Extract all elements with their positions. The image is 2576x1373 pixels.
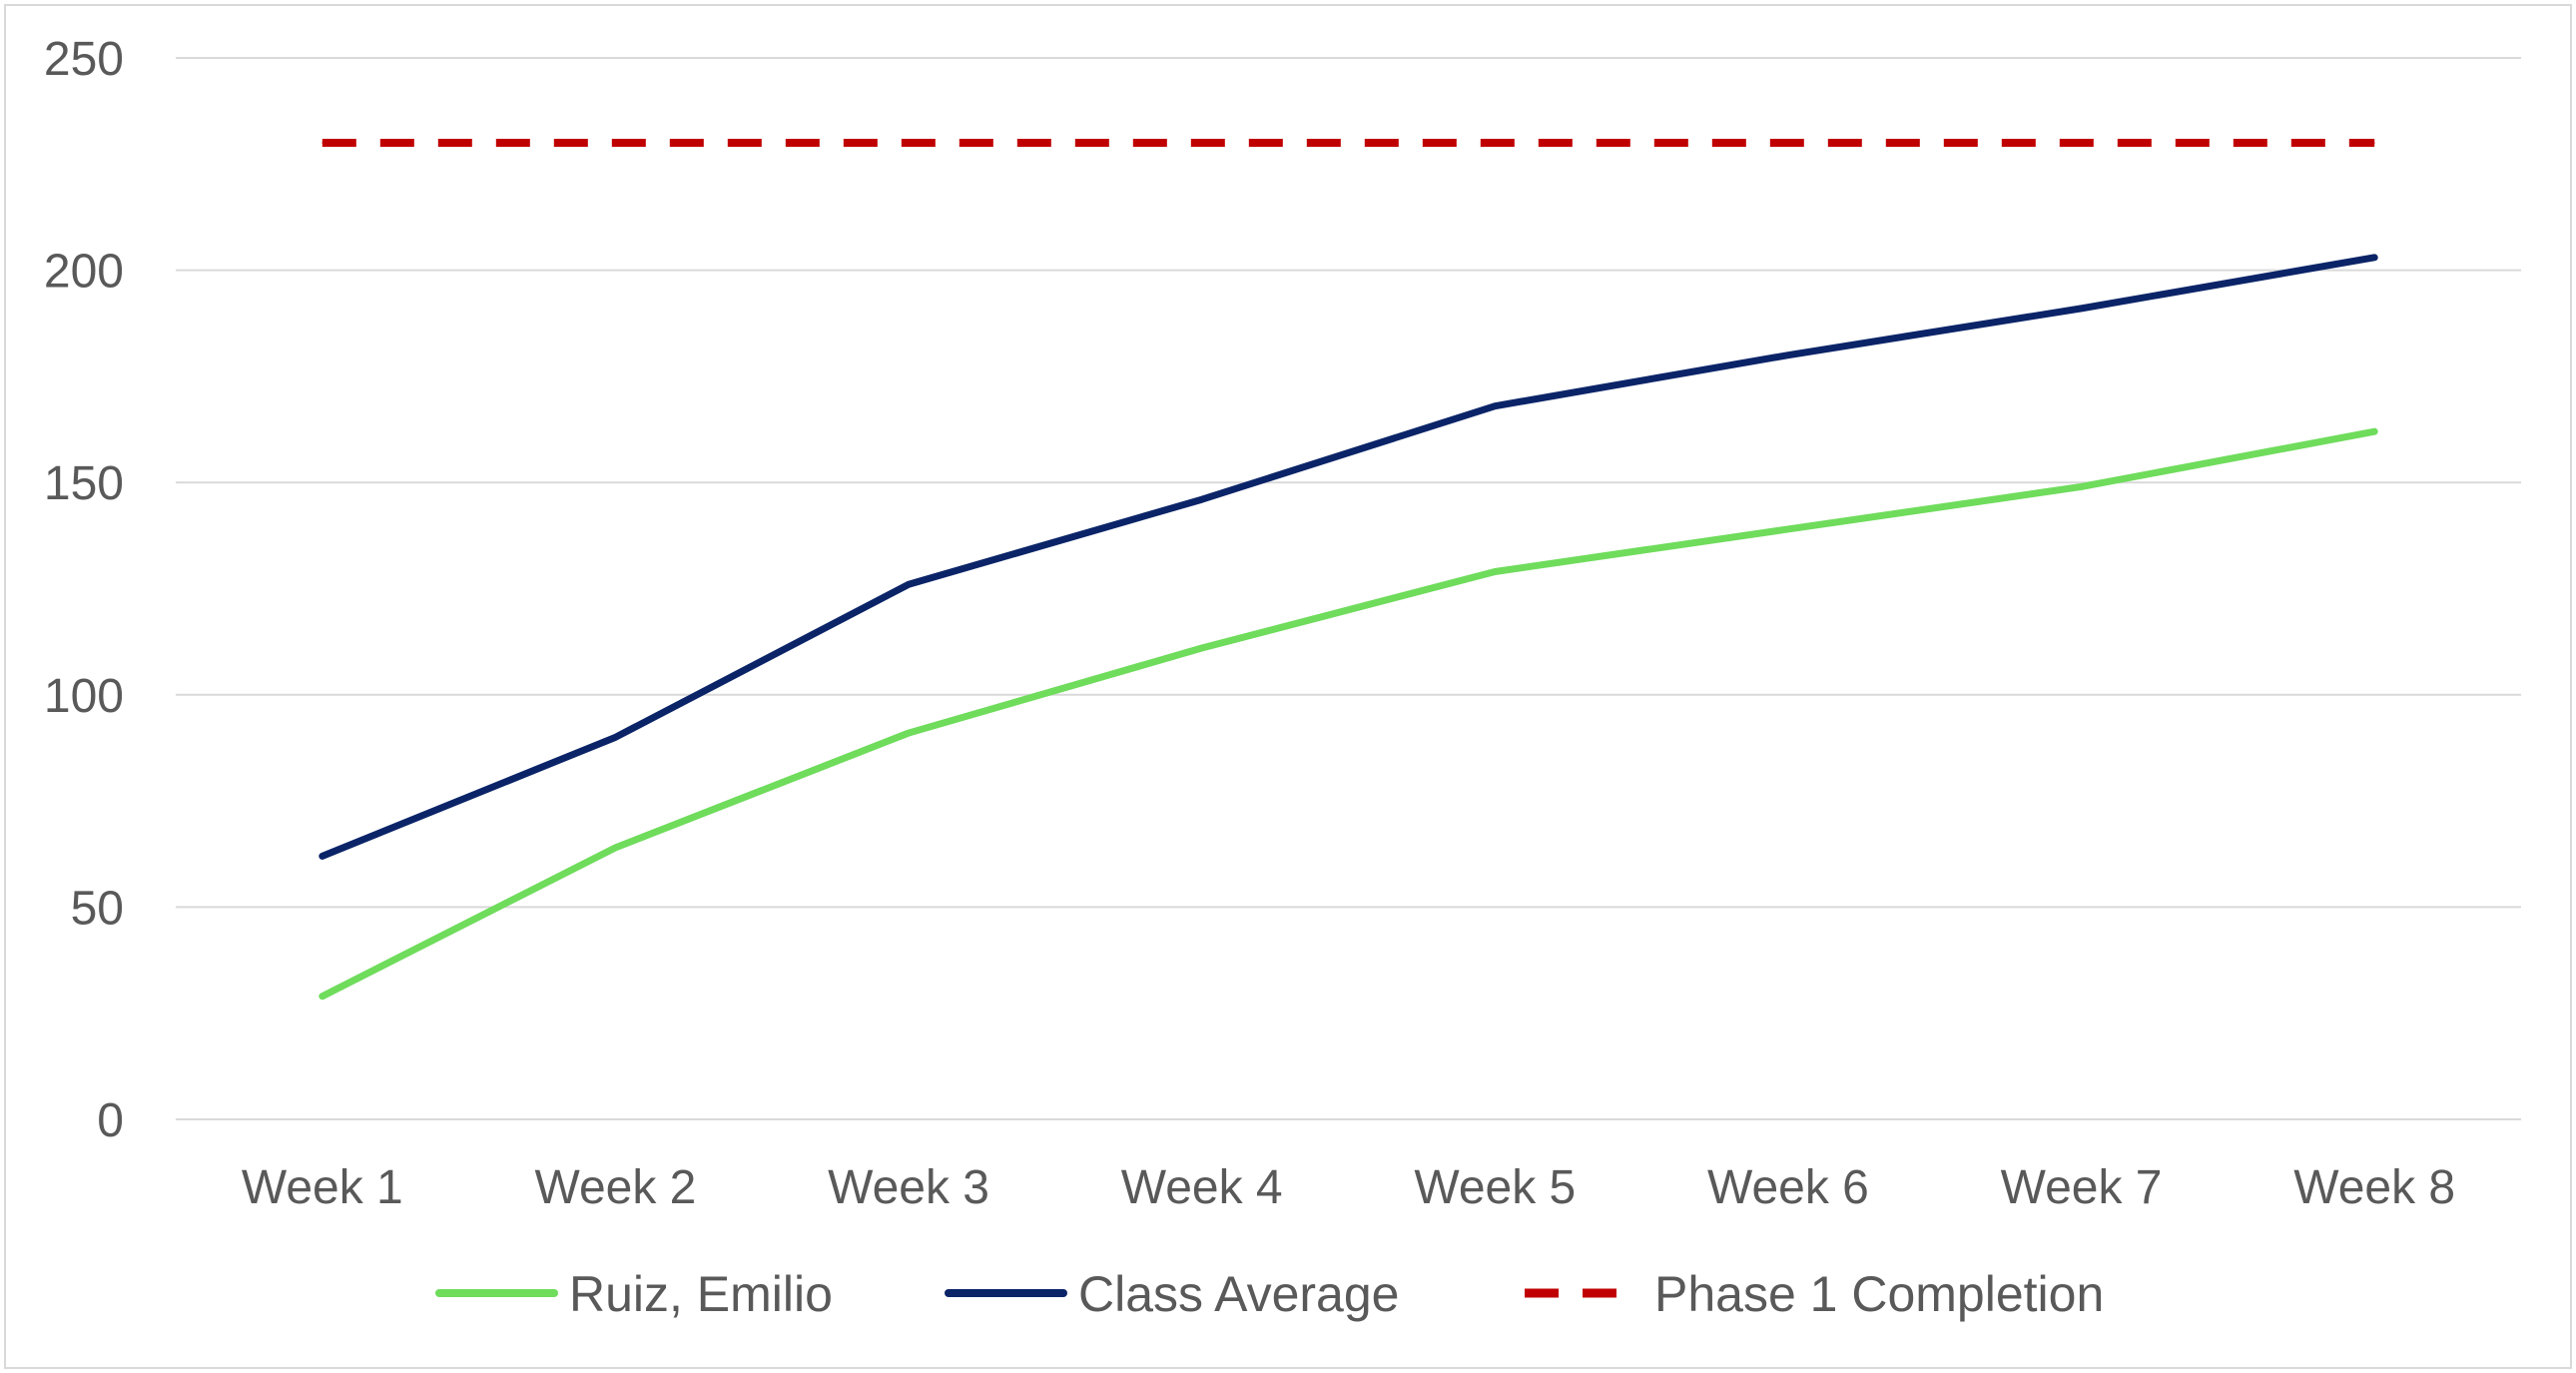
data-point <box>1787 142 1789 144</box>
legend-label-1: Class Average <box>1078 1266 1399 1322</box>
series-lines <box>319 139 2378 1001</box>
data-point <box>2081 142 2083 144</box>
series-line-1 <box>319 254 2378 860</box>
data-point <box>2373 430 2375 432</box>
data-point <box>2081 485 2083 487</box>
data-point <box>1201 647 1203 649</box>
x-tick-label: Week 2 <box>535 1161 697 1214</box>
y-tick-label: 200 <box>44 246 124 299</box>
x-tick-label: Week 3 <box>828 1161 989 1214</box>
gridlines <box>176 57 2521 1120</box>
data-point <box>614 142 616 144</box>
legend-label-0: Ruiz, Emilio <box>569 1266 833 1322</box>
legend: Ruiz, Emilio Class Average Phase 1 Complet… <box>435 1266 2104 1322</box>
data-point <box>1201 498 1203 500</box>
y-tick-label: 50 <box>71 882 124 935</box>
data-point <box>614 736 616 738</box>
y-tick-label: 100 <box>44 670 124 723</box>
data-point <box>1494 405 1496 407</box>
data-point <box>1787 354 1789 356</box>
series-line-0 <box>319 427 2378 1001</box>
y-axis: 0 50 100 150 200 250 <box>44 33 124 1147</box>
x-tick-label: Week 6 <box>1707 1161 1869 1214</box>
y-tick-label: 150 <box>44 457 124 510</box>
data-point <box>1201 142 1203 144</box>
x-tick-label: Week 5 <box>1414 1161 1576 1214</box>
y-tick-label: 250 <box>44 33 124 86</box>
data-point <box>2373 142 2375 144</box>
data-point <box>614 847 616 849</box>
x-tick-label: Week 4 <box>1121 1161 1283 1214</box>
data-point <box>2373 257 2375 259</box>
data-point <box>1787 528 1789 530</box>
data-point <box>908 142 910 144</box>
x-tick-label: Week 8 <box>2293 1161 2455 1214</box>
x-axis: Week 1 Week 2 Week 3 Week 4 Week 5 Week 6 Week… <box>242 1161 2455 1214</box>
data-point <box>908 583 910 585</box>
legend-label-2: Phase 1 Completion <box>1654 1266 2104 1322</box>
data-point <box>908 732 910 734</box>
data-point <box>1494 142 1496 144</box>
chart-frame <box>4 4 2572 1369</box>
data-point <box>1494 570 1496 572</box>
x-tick-label: Week 1 <box>242 1161 403 1214</box>
data-point <box>2081 308 2083 310</box>
y-tick-label: 0 <box>97 1094 124 1147</box>
x-tick-label: Week 7 <box>2001 1161 2163 1214</box>
